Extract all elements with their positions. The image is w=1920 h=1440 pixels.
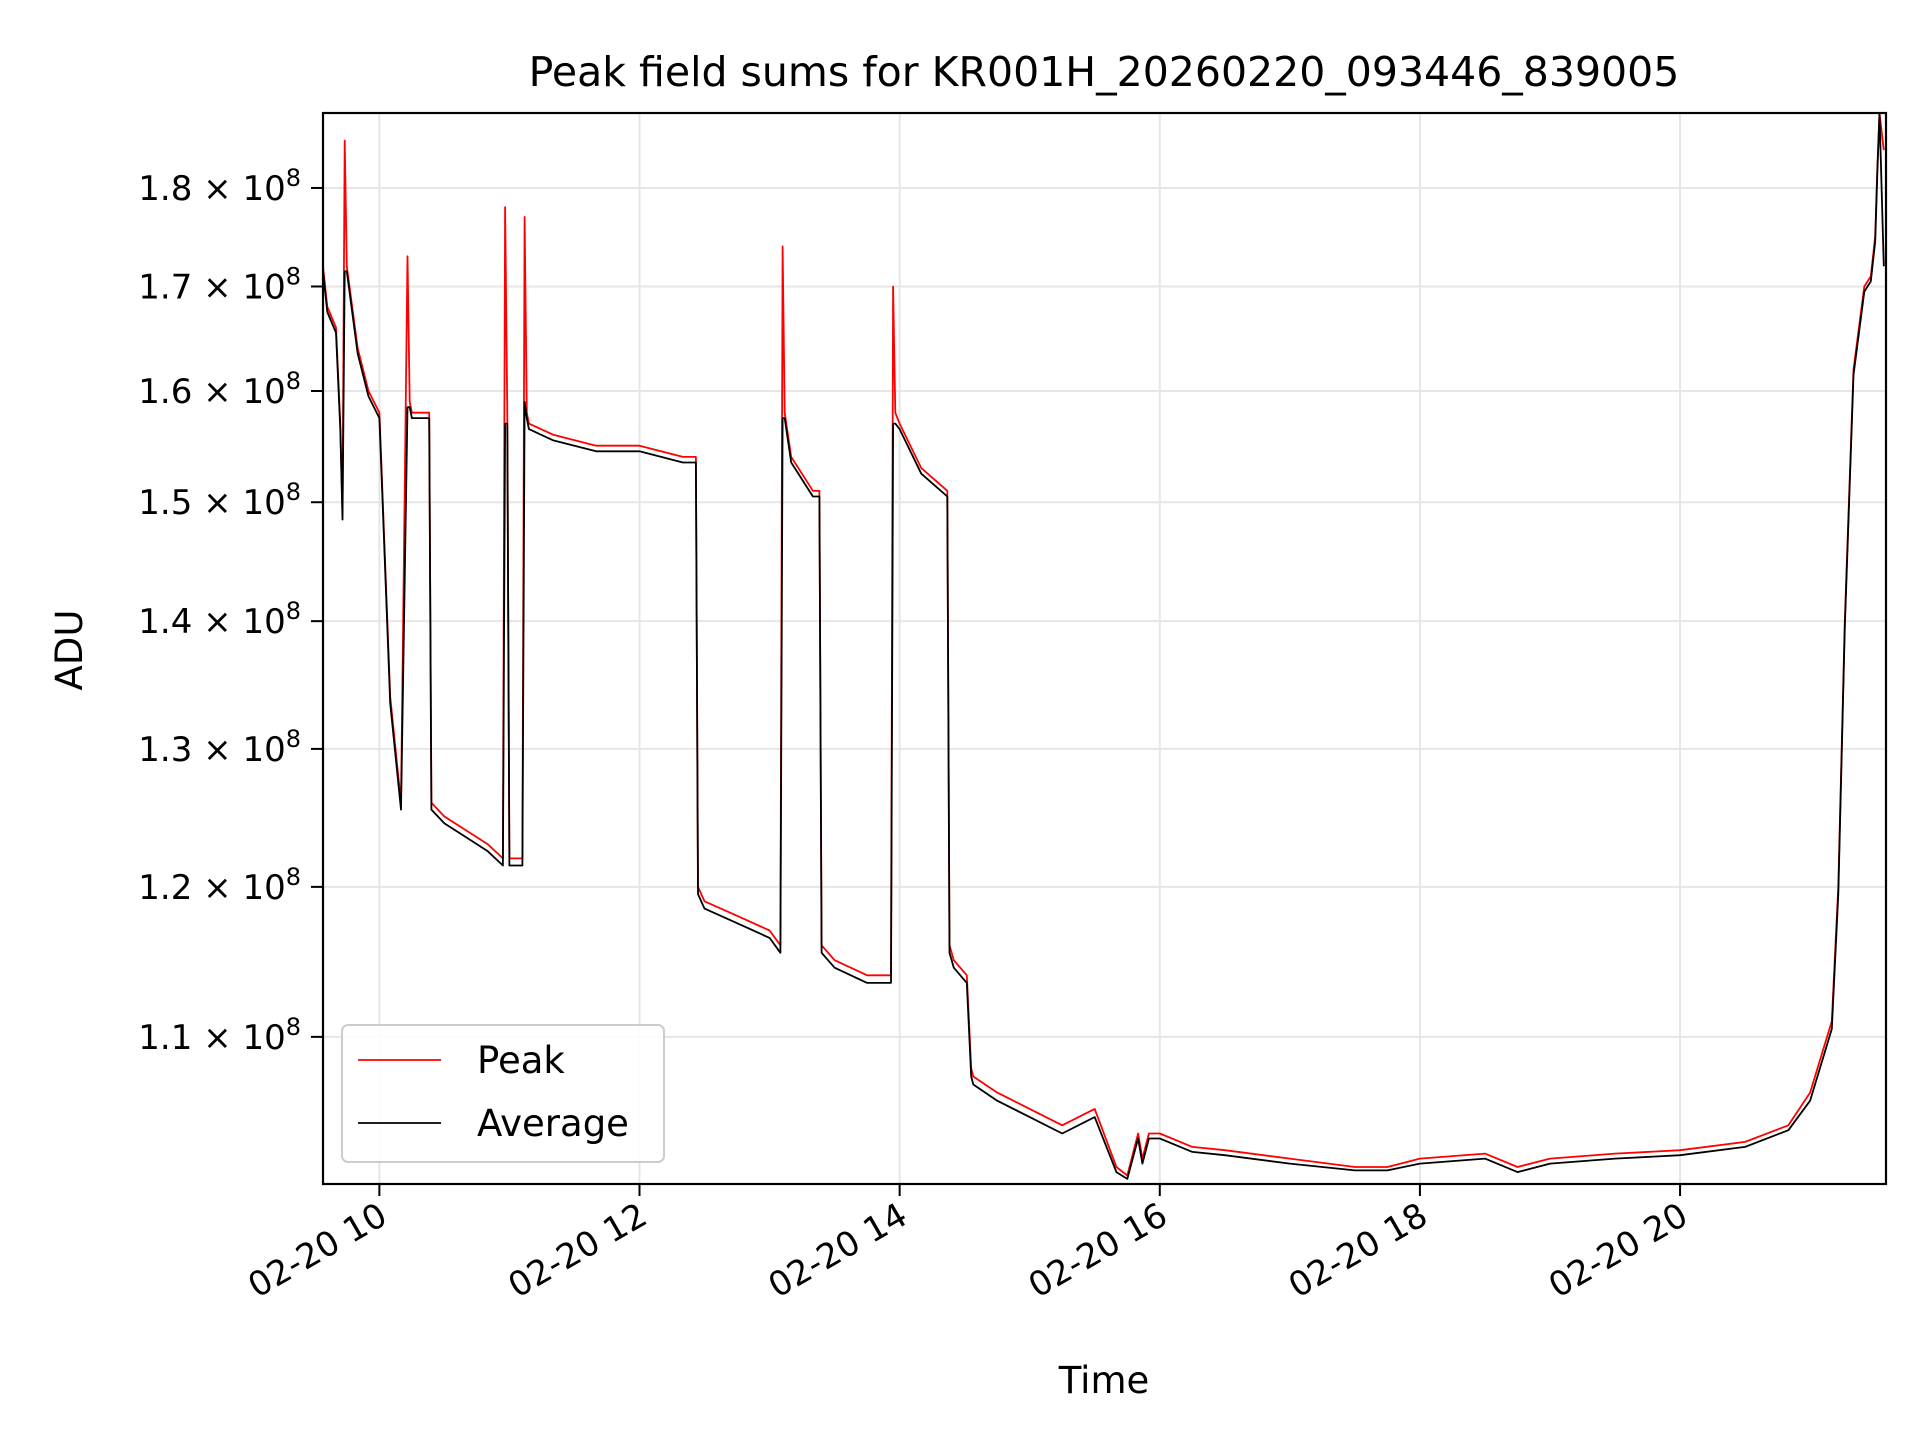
y-tick-label: 1.4 × 108 <box>138 597 301 642</box>
series-line-peak <box>323 113 1885 1177</box>
y-tick-label: 1.7 × 108 <box>138 262 301 307</box>
y-tick-label: 1.2 × 108 <box>138 863 301 908</box>
y-tick-label: 1.1 × 108 <box>138 1013 301 1058</box>
y-tick-label: 1.6 × 108 <box>138 367 301 412</box>
legend-label-peak: Peak <box>477 1039 565 1082</box>
y-tick-label: 1.8 × 108 <box>138 164 301 209</box>
chart-title: Peak field sums for KR001H_20260220_0934… <box>529 48 1680 96</box>
plot-frame <box>321 111 1888 1186</box>
x-axis-label: Time <box>1058 1359 1150 1402</box>
y-axis: 1.1 × 108 1.2 × 108 1.3 × 108 1.4 × 108 1.5 … <box>138 164 323 1058</box>
y-tick-label: 1.3 × 108 <box>138 725 301 770</box>
series-line-average <box>323 113 1885 1180</box>
grid <box>323 113 1886 1184</box>
legend: Peak Average <box>341 1024 665 1163</box>
y-tick-label: 1.5 × 108 <box>138 478 301 523</box>
legend-label-average: Average <box>477 1102 629 1145</box>
series-group <box>323 113 1885 1180</box>
y-axis-label: ADU <box>48 610 91 691</box>
series-layer <box>323 113 1885 1180</box>
